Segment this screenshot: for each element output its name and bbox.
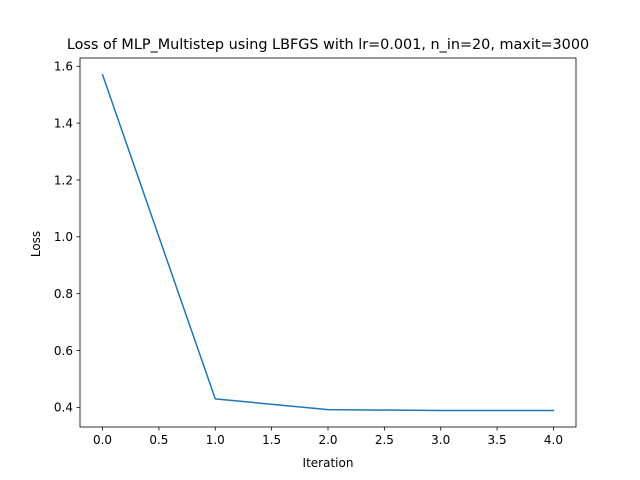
chart-title: Loss of MLP_Multistep using LBFGS with l… bbox=[67, 37, 589, 53]
y-tick-label: 1.4 bbox=[54, 116, 73, 130]
x-tick-label: 3.0 bbox=[431, 433, 450, 447]
loss-series-line bbox=[101, 73, 555, 412]
y-tick-label: 0.4 bbox=[54, 401, 73, 415]
y-tick-label: 0.6 bbox=[54, 344, 73, 358]
y-axis: 0.4 0.6 0.8 1.0 1.2 1.4 1.6 bbox=[54, 60, 80, 415]
x-tick-label: 2.0 bbox=[318, 433, 337, 447]
x-axis-label: Iteration bbox=[303, 456, 354, 470]
y-tick-label: 1.2 bbox=[54, 173, 73, 187]
y-tick-label: 1.6 bbox=[54, 60, 73, 74]
plot-area bbox=[79, 57, 577, 428]
x-tick-label: 2.5 bbox=[375, 433, 394, 447]
x-tick-label: 0.0 bbox=[93, 433, 112, 447]
y-tick-label: 0.8 bbox=[54, 287, 73, 301]
x-tick-label: 3.5 bbox=[488, 433, 507, 447]
plot-frame bbox=[79, 57, 577, 428]
y-axis-label: Loss bbox=[29, 231, 43, 257]
x-tick-label: 4.0 bbox=[544, 433, 563, 447]
y-tick-label: 1.0 bbox=[54, 230, 73, 244]
x-tick-label: 1.0 bbox=[206, 433, 225, 447]
x-axis: 0.0 0.5 1.0 1.5 2.0 2.5 3.0 3.5 4.0 bbox=[93, 427, 563, 447]
x-tick-label: 0.5 bbox=[149, 433, 168, 447]
x-tick-label: 1.5 bbox=[262, 433, 281, 447]
